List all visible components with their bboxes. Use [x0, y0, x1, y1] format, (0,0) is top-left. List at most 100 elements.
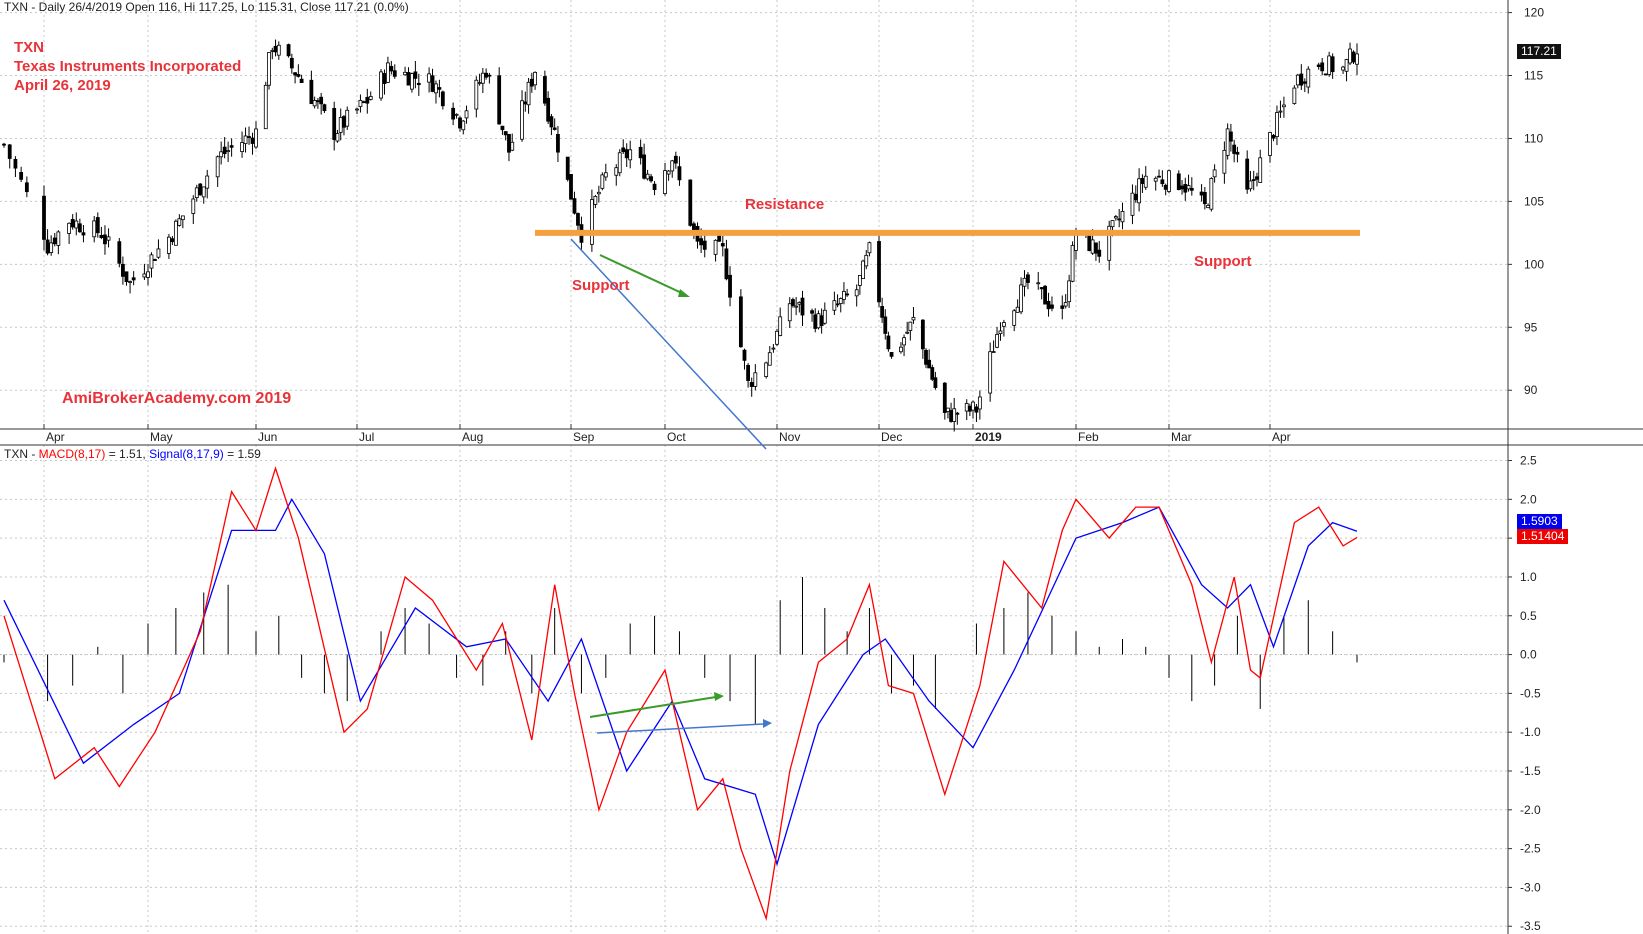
macd-header-value: = 1.51, — [105, 447, 150, 461]
price-candle-body-207 — [995, 333, 999, 348]
price-candle-body-284 — [1355, 53, 1359, 65]
price-candle-body-168 — [819, 315, 824, 327]
price-candle-body-211 — [1015, 306, 1020, 313]
price-candle-body-128 — [624, 149, 629, 159]
x-tick-label-3: Jul — [359, 430, 374, 444]
price-candle-body-98 — [484, 72, 489, 78]
price-candle-body-216 — [1039, 287, 1044, 290]
price-candle-body-204 — [977, 396, 982, 410]
price-candle-body-227 — [1090, 239, 1095, 254]
price-candle-body-217 — [1043, 285, 1047, 305]
price-candle-body-3 — [19, 172, 24, 180]
price-candle-body-238 — [1140, 178, 1145, 184]
price-candle-body-116 — [569, 173, 573, 200]
price-ytick-label-1: 95 — [1524, 320, 1538, 334]
price-candle-body-9 — [56, 231, 61, 246]
price-candle-body-62 — [316, 100, 320, 103]
price-candle-body-8 — [52, 237, 57, 245]
price-candle-body-272 — [1299, 73, 1304, 86]
last-price-tag: 117.21 — [1517, 44, 1561, 59]
price-trend-line-blue — [570, 238, 767, 450]
price-candle-body-251 — [1202, 192, 1207, 205]
price-candle-body-78 — [389, 65, 394, 72]
price-candle-body-125 — [614, 167, 619, 176]
price-candle-body-148 — [724, 248, 729, 280]
price-candle-body-269 — [1282, 104, 1286, 108]
price-candle-body-86 — [430, 75, 435, 92]
price-candle-body-183 — [886, 335, 891, 350]
annotation-support-left: Support — [572, 277, 630, 294]
macd-ytick-label-2: -2.5 — [1520, 842, 1541, 856]
price-candle-body-85 — [427, 73, 432, 83]
price-candle-body-200 — [964, 403, 969, 412]
price-candle-body-7 — [49, 242, 54, 254]
x-tick-label-6: Oct — [667, 430, 686, 444]
price-candle-body-162 — [794, 305, 799, 308]
signal-header-name: Signal(8,17,9) — [149, 447, 224, 461]
price-candle-body-102 — [503, 131, 508, 136]
price-candle-body-58 — [296, 74, 301, 77]
macd-arrow-green — [589, 696, 717, 718]
price-candle-body-237 — [1137, 178, 1142, 204]
price-candle-body-243 — [1163, 184, 1168, 190]
price-candle-body-195 — [942, 382, 947, 413]
price-candle-body-209 — [1002, 322, 1006, 327]
price-candle-body-83 — [413, 71, 418, 79]
price-candle-body-230 — [1107, 225, 1112, 261]
price-candle-body-139 — [677, 166, 682, 181]
price-ytick-label-5: 115 — [1524, 69, 1543, 83]
price-candle-body-203 — [974, 406, 979, 413]
price-candle-body-146 — [717, 235, 722, 242]
price-candle-body-14 — [81, 232, 86, 236]
price-candle-body-174 — [845, 293, 850, 296]
price-candle-body-152 — [746, 364, 750, 381]
price-candle-body-122 — [596, 191, 601, 195]
price-candle-body-248 — [1186, 185, 1191, 190]
price-candle-body-221 — [1063, 302, 1068, 307]
price-candle-body-69 — [345, 109, 350, 127]
price-candle-body-214 — [1026, 274, 1030, 283]
price-candle-body-280 — [1341, 66, 1345, 71]
price-candle-body-37 — [198, 183, 203, 196]
signal-line — [3, 497, 1358, 867]
price-candle-body-103 — [507, 133, 511, 153]
price-candle-body-63 — [319, 96, 324, 105]
price-candle-body-82 — [410, 73, 414, 90]
price-candle-body-104 — [510, 141, 515, 151]
price-candle-body-106 — [523, 101, 528, 105]
price-candle-body-218 — [1046, 300, 1051, 310]
price-candle-body-240 — [1153, 177, 1158, 182]
x-tick-label-11: Mar — [1171, 430, 1192, 444]
price-candle-body-259 — [1235, 151, 1240, 155]
price-candle-body-127 — [621, 147, 626, 153]
price-candle-body-257 — [1229, 131, 1233, 142]
price-candle-body-31 — [170, 238, 175, 243]
x-tick-label-1: May — [150, 430, 173, 444]
price-candle-body-41 — [219, 151, 224, 158]
price-candle-body-46 — [243, 135, 248, 145]
macd-ytick-label-0: -3.5 — [1520, 919, 1541, 933]
macd-ytick-label-3: -2.0 — [1520, 803, 1541, 817]
price-candle-body-133 — [649, 176, 653, 182]
price-candle-body-231 — [1110, 220, 1115, 228]
price-candle-body-107 — [526, 81, 531, 106]
x-tick-label-10: Feb — [1078, 430, 1099, 444]
price-candle-body-196 — [946, 407, 950, 412]
price-candle-body-268 — [1278, 110, 1283, 113]
price-candle-body-245 — [1176, 173, 1181, 191]
price-candle-body-1 — [7, 144, 12, 159]
signal-last-tag: 1.5903 — [1517, 514, 1562, 529]
price-candle-body-250 — [1199, 191, 1204, 196]
price-candle-body-16 — [95, 217, 100, 234]
price-candle-body-163 — [797, 302, 802, 305]
macd-ytick-label-12: 2.5 — [1520, 454, 1537, 468]
price-candle-body-134 — [652, 183, 657, 191]
price-candle-body-175 — [854, 289, 859, 297]
price-candle-body-282 — [1348, 48, 1352, 64]
price-candle-body-172 — [838, 298, 843, 304]
price-candle-body-173 — [842, 291, 846, 300]
price-candle-body-108 — [529, 78, 534, 87]
price-candle-body-73 — [365, 96, 370, 104]
price-ytick-label-6: 120 — [1524, 6, 1544, 20]
price-candle-body-140 — [688, 179, 693, 226]
